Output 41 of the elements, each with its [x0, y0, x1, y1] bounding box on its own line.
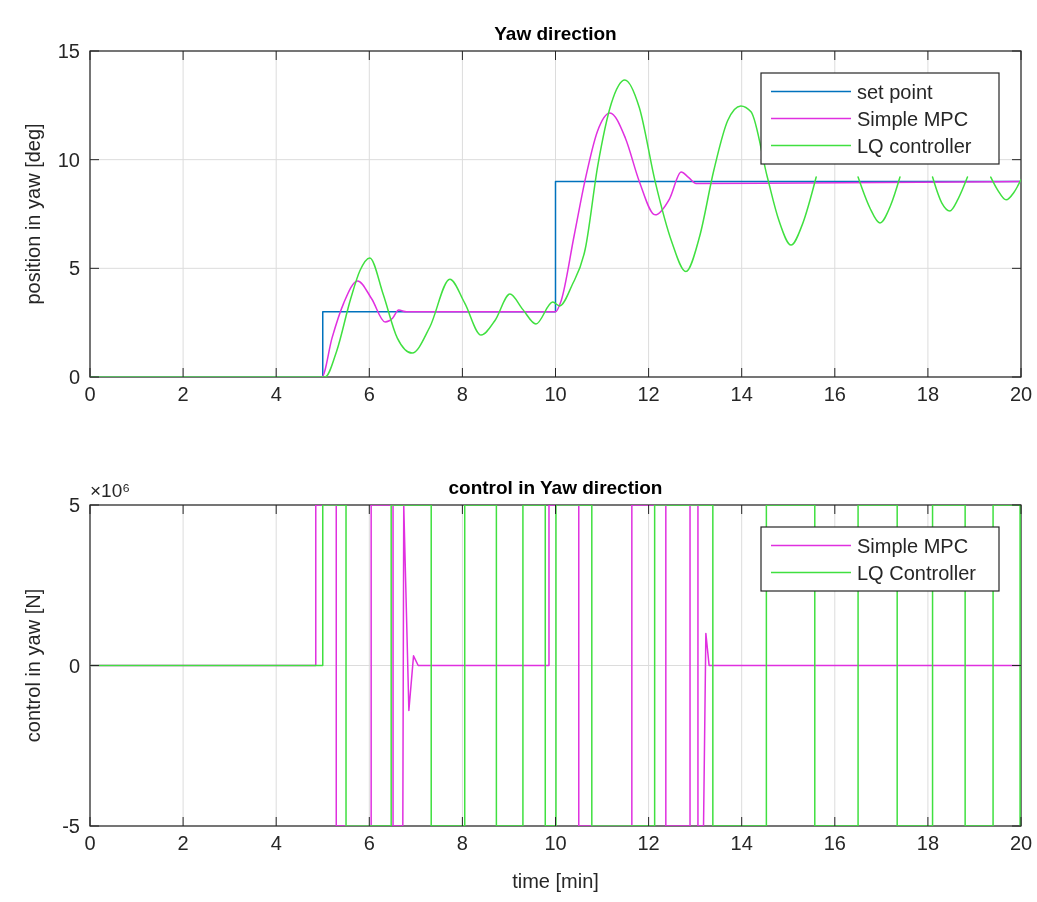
legend-label: Simple MPC — [857, 534, 969, 557]
x-tick-label: 14 — [730, 383, 753, 405]
chart-title: control in Yaw direction — [448, 477, 663, 498]
y-tick-label: 15 — [57, 40, 80, 62]
x-tick-label: 2 — [177, 832, 189, 854]
x-tick-label: 8 — [456, 832, 468, 854]
x-tick-label: 16 — [823, 832, 846, 854]
legend-label: LQ Controller — [857, 561, 977, 584]
y-tick-label: 0 — [68, 654, 80, 677]
x-tick-label: 2 — [177, 383, 189, 405]
x-axis-title: time [min] — [512, 870, 599, 892]
line-series — [90, 505, 1021, 826]
x-tick-label: 18 — [916, 832, 940, 854]
x-tick-label: 4 — [270, 832, 282, 854]
y-tick-label: -5 — [62, 815, 80, 837]
x-tick-label: 14 — [730, 832, 753, 854]
y-axis-title: control in yaw [N] — [22, 588, 44, 743]
legend-label: LQ controller — [857, 134, 972, 157]
x-tick-label: 12 — [637, 832, 660, 854]
x-tick-label: 18 — [916, 383, 940, 405]
x-tick-label: 10 — [544, 832, 567, 854]
x-tick-label: 20 — [1009, 383, 1033, 405]
x-tick-label: 0 — [84, 383, 96, 405]
y-tick-label: 5 — [68, 494, 80, 516]
x-tick-label: 20 — [1009, 832, 1033, 854]
x-tick-label: 8 — [456, 383, 468, 405]
y-tick-label: 0 — [68, 366, 80, 388]
legend-label: set point — [857, 80, 934, 103]
y-tick-label: 10 — [57, 148, 80, 171]
x-tick-label: 0 — [84, 832, 96, 854]
x-tick-label: 12 — [637, 383, 660, 405]
chart-title: Yaw direction — [494, 23, 617, 44]
y-axis-title: position in yaw [deg] — [22, 123, 44, 305]
y-tick-label: 5 — [68, 257, 80, 280]
x-tick-label: 16 — [823, 383, 846, 405]
x-tick-label: 6 — [363, 832, 375, 854]
x-tick-label: 6 — [363, 383, 375, 405]
x-tick-label: 10 — [544, 383, 567, 405]
text: ×10⁶ — [90, 480, 131, 501]
legend-label: Simple MPC — [857, 107, 969, 130]
x-tick-label: 4 — [270, 383, 282, 405]
